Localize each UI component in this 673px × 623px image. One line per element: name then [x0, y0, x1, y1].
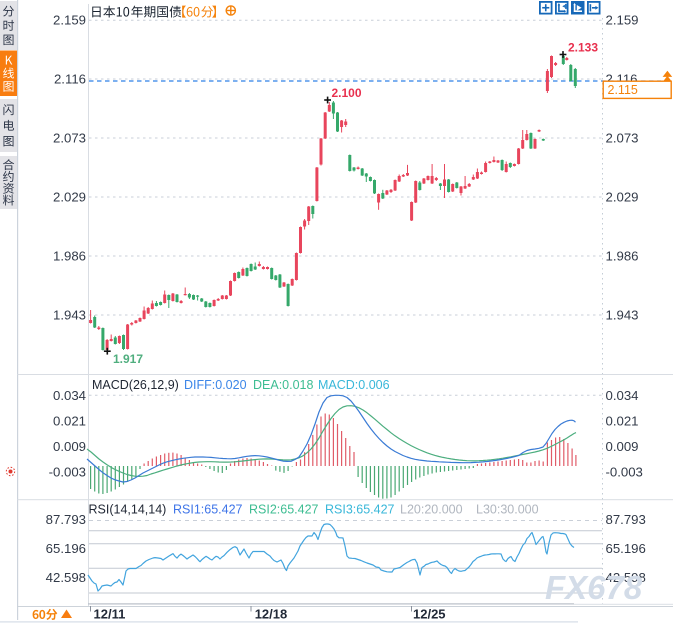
svg-text:L20:20.000: L20:20.000: [400, 503, 463, 517]
svg-text:1.917: 1.917: [113, 352, 143, 366]
svg-text:MACD(26,12,9): MACD(26,12,9): [92, 378, 179, 392]
svg-text:-0.003: -0.003: [606, 465, 643, 480]
svg-text:2.073: 2.073: [606, 131, 639, 146]
svg-text:2.029: 2.029: [53, 190, 86, 205]
svg-text:1.943: 1.943: [53, 308, 86, 323]
svg-text:12/25: 12/25: [413, 607, 446, 622]
svg-text:FX678: FX678: [545, 569, 643, 606]
svg-text:2.115: 2.115: [608, 83, 638, 97]
svg-text:1.986: 1.986: [606, 249, 639, 264]
svg-text:-0.003: -0.003: [49, 465, 86, 480]
svg-text:2.133: 2.133: [568, 41, 598, 55]
svg-text:87.793: 87.793: [606, 512, 646, 527]
svg-text:1.943: 1.943: [606, 308, 639, 323]
svg-text:2.116: 2.116: [54, 72, 86, 87]
svg-text:DIFF:0.020: DIFF:0.020: [184, 378, 247, 392]
svg-text:42.598: 42.598: [46, 570, 86, 585]
svg-text:1.986: 1.986: [53, 249, 86, 264]
svg-text:2.100: 2.100: [332, 86, 362, 100]
svg-text:65.196: 65.196: [46, 541, 86, 556]
svg-text:DEA:0.018: DEA:0.018: [253, 378, 314, 392]
svg-text:65.196: 65.196: [606, 541, 646, 556]
svg-text:0.021: 0.021: [606, 413, 639, 428]
svg-text:87.793: 87.793: [46, 512, 86, 527]
svg-text:2.029: 2.029: [606, 190, 639, 205]
svg-text:RSI(14,14,14): RSI(14,14,14): [89, 503, 167, 517]
svg-text:2.159: 2.159: [606, 13, 639, 28]
svg-text:0.034: 0.034: [606, 388, 639, 403]
svg-text:0.021: 0.021: [53, 413, 86, 428]
svg-text:MACD:0.006: MACD:0.006: [318, 378, 390, 392]
svg-text:0.009: 0.009: [53, 439, 86, 454]
svg-text:RSI1:65.427: RSI1:65.427: [173, 503, 243, 517]
svg-text:RSI3:65.427: RSI3:65.427: [325, 503, 395, 517]
svg-text:L30:30.000: L30:30.000: [476, 503, 539, 517]
svg-text:12/11: 12/11: [94, 607, 126, 622]
svg-text:0.009: 0.009: [606, 439, 639, 454]
svg-text:2.073: 2.073: [53, 131, 86, 146]
svg-text:2.159: 2.159: [53, 13, 86, 28]
svg-text:RSI2:65.427: RSI2:65.427: [249, 503, 319, 517]
svg-text:42.598: 42.598: [606, 570, 646, 585]
svg-text:12/18: 12/18: [255, 607, 288, 622]
svg-text:0.034: 0.034: [53, 388, 86, 403]
